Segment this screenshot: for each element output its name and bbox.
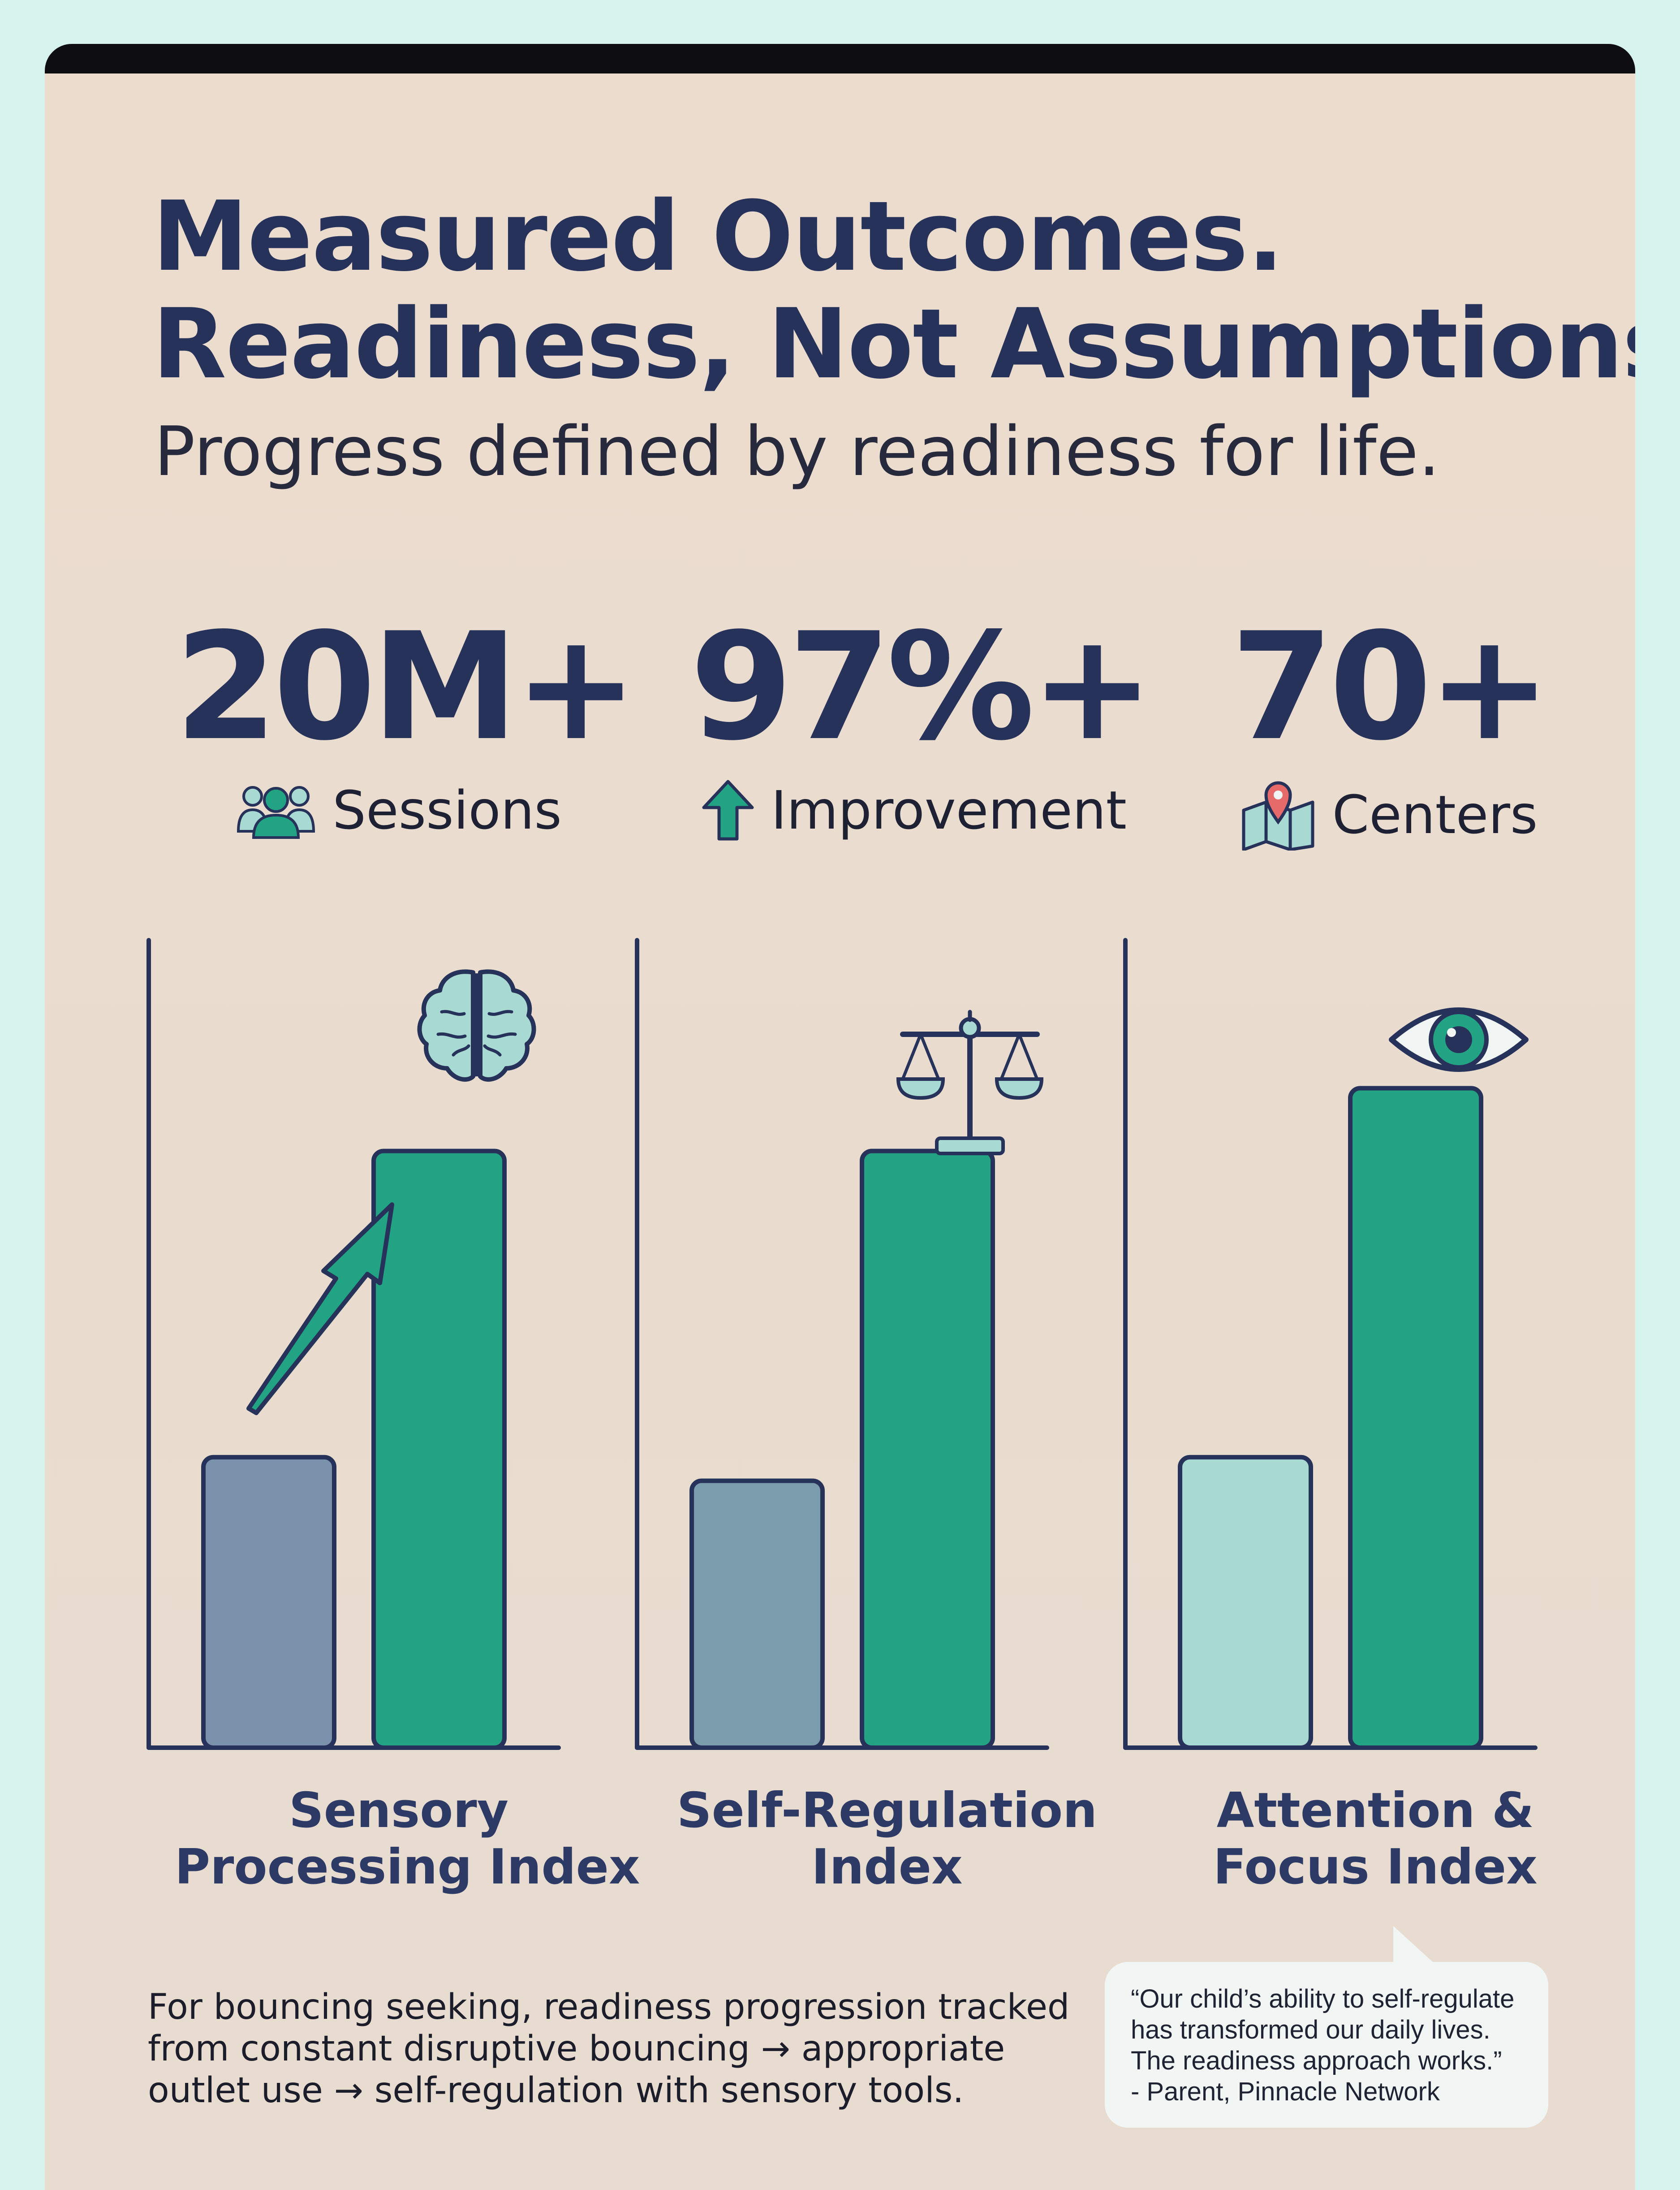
stat-improvement-label: Improvement: [771, 779, 1127, 841]
stat-improvement-label-row: Improvement: [690, 779, 1138, 842]
quote-line-2: has transformed our daily lives.: [1131, 2015, 1490, 2044]
footnote-line-2: from constant disruptive bouncing → appr…: [148, 2029, 1005, 2069]
stat-sessions-label: Sessions: [332, 779, 562, 841]
infographic-card: Measured Outcomes. Readiness, Not Assump…: [45, 44, 1635, 2190]
stat-sessions-value: 20M+: [175, 601, 638, 773]
footnote-line-3: outlet use → self-regulation with sensor…: [148, 2070, 964, 2111]
stat-sessions-label-row: Sessions: [175, 779, 623, 842]
chart-label-self-regulation: Self-Regulation Index: [663, 1783, 1111, 1896]
stat-centers-label-row: Centers: [1165, 779, 1613, 851]
headline-line-2: Readiness, Not Assumptions.: [152, 288, 1635, 400]
bar-attention-before: [1178, 1455, 1313, 1750]
chart-label-sensory: Sensory Processing Index: [175, 1783, 640, 1896]
people-group-icon: [237, 786, 315, 839]
brain-icon: [417, 969, 536, 1082]
bar-self-regulation-before: [689, 1478, 825, 1750]
stat-improvement: 97%+ Improvement: [690, 601, 1154, 842]
trend-arrow-icon: [246, 1202, 394, 1415]
headline-line-1: Measured Outcomes.: [152, 180, 1284, 293]
stat-centers: 70+ Centers: [1165, 613, 1613, 851]
footnote-line-1: For bouncing seeking, readiness progress…: [148, 1987, 1070, 2027]
chart-label-attention-line-1: Attention &: [1216, 1783, 1534, 1839]
chart-label-sensory-line-1: Sensory: [289, 1783, 509, 1839]
stat-sessions: 20M+ Sessions: [175, 601, 638, 842]
chart-label-self-regulation-line-2: Index: [811, 1839, 963, 1895]
chart-label-attention: Attention & Focus Index: [1151, 1783, 1599, 1896]
quote-line-3: The readiness approach works.”: [1131, 2046, 1502, 2075]
map-pin-icon: [1242, 781, 1314, 851]
footnote: For bouncing seeking, readiness progress…: [148, 1987, 1111, 2112]
bar-self-regulation-after: [860, 1149, 995, 1750]
quote-text: “Our child’s ability to self-regulate ha…: [1131, 1983, 1530, 2107]
quote-line-1: “Our child’s ability to self-regulate: [1131, 1984, 1515, 2013]
bar-attention-after: [1348, 1086, 1483, 1750]
stat-centers-label: Centers: [1332, 784, 1538, 846]
quote-attribution: - Parent, Pinnacle Network: [1131, 2077, 1440, 2106]
arrow-up-icon: [702, 780, 754, 841]
top-bar: [45, 44, 1635, 73]
subtitle: Progress defined by readiness for life.: [154, 412, 1440, 491]
stat-centers-value: 70+: [1231, 601, 1551, 773]
chart-label-self-regulation-line-1: Self-Regulation: [676, 1783, 1098, 1839]
bar-sensory-before: [201, 1455, 336, 1750]
chart-label-sensory-line-2: Processing Index: [175, 1839, 640, 1895]
eye-icon: [1389, 1007, 1529, 1072]
scales-icon: [896, 1010, 1044, 1155]
bar-sensory-after: [371, 1149, 507, 1750]
stat-improvement-value: 97%+: [690, 601, 1154, 773]
quote-bubble: “Our child’s ability to self-regulate ha…: [1105, 1962, 1548, 2128]
chart-label-attention-line-2: Focus Index: [1213, 1839, 1538, 1895]
bar-charts: [146, 938, 1538, 1750]
